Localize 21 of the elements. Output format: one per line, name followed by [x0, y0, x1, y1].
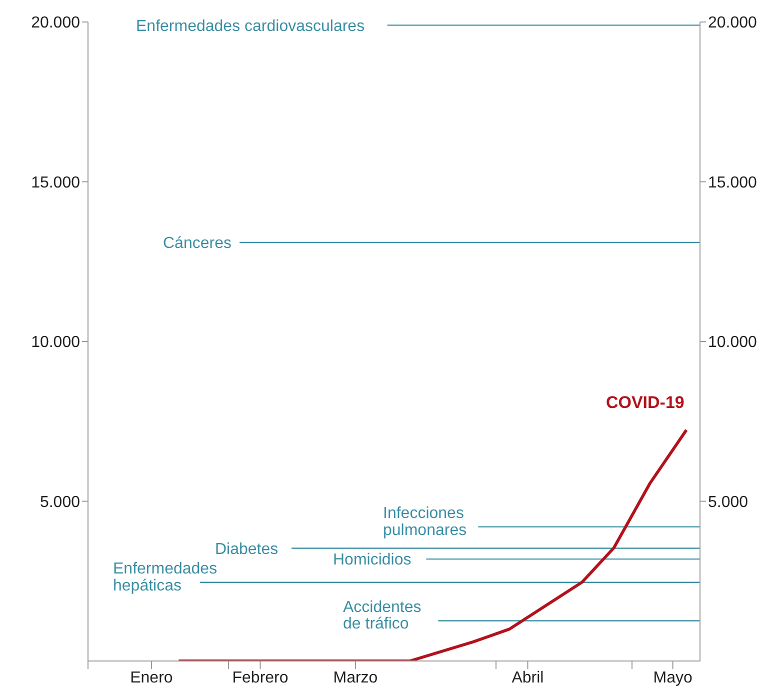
ref-line-label: Accidentes de tráfico — [343, 598, 422, 633]
x-tick-label: Marzo — [333, 669, 378, 686]
ref-line-label: Cánceres — [163, 235, 232, 252]
ref-line-label: Diabetes — [215, 540, 278, 558]
x-tick-label: Enero — [130, 669, 173, 686]
ref-line-label: Enfermedades hepáticas — [113, 560, 218, 594]
y2-tick-label: 15.000 — [708, 174, 758, 192]
y-tick-label: 5.000 — [40, 494, 80, 511]
y-tick-label: 20.000 — [31, 14, 80, 32]
ref-line-label: Infecciones pulmonares — [383, 505, 467, 539]
y-tick-label: 15.000 — [31, 174, 80, 192]
x-tick-label: Abril — [512, 669, 544, 686]
y2-tick-label: 5.000 — [708, 494, 748, 511]
ref-line-label: Homicidios — [333, 552, 412, 569]
y2-tick-label: 20.000 — [708, 14, 758, 32]
y-tick-label: 10.000 — [31, 334, 80, 352]
x-tick-label: Febrero — [232, 669, 288, 686]
series-label: COVID-19 — [606, 393, 684, 412]
ref-line-label: Enfermedades cardiovasculares — [136, 18, 365, 35]
y2-tick-label: 10.000 — [708, 334, 758, 352]
x-tick-label: Mayo — [653, 669, 692, 686]
